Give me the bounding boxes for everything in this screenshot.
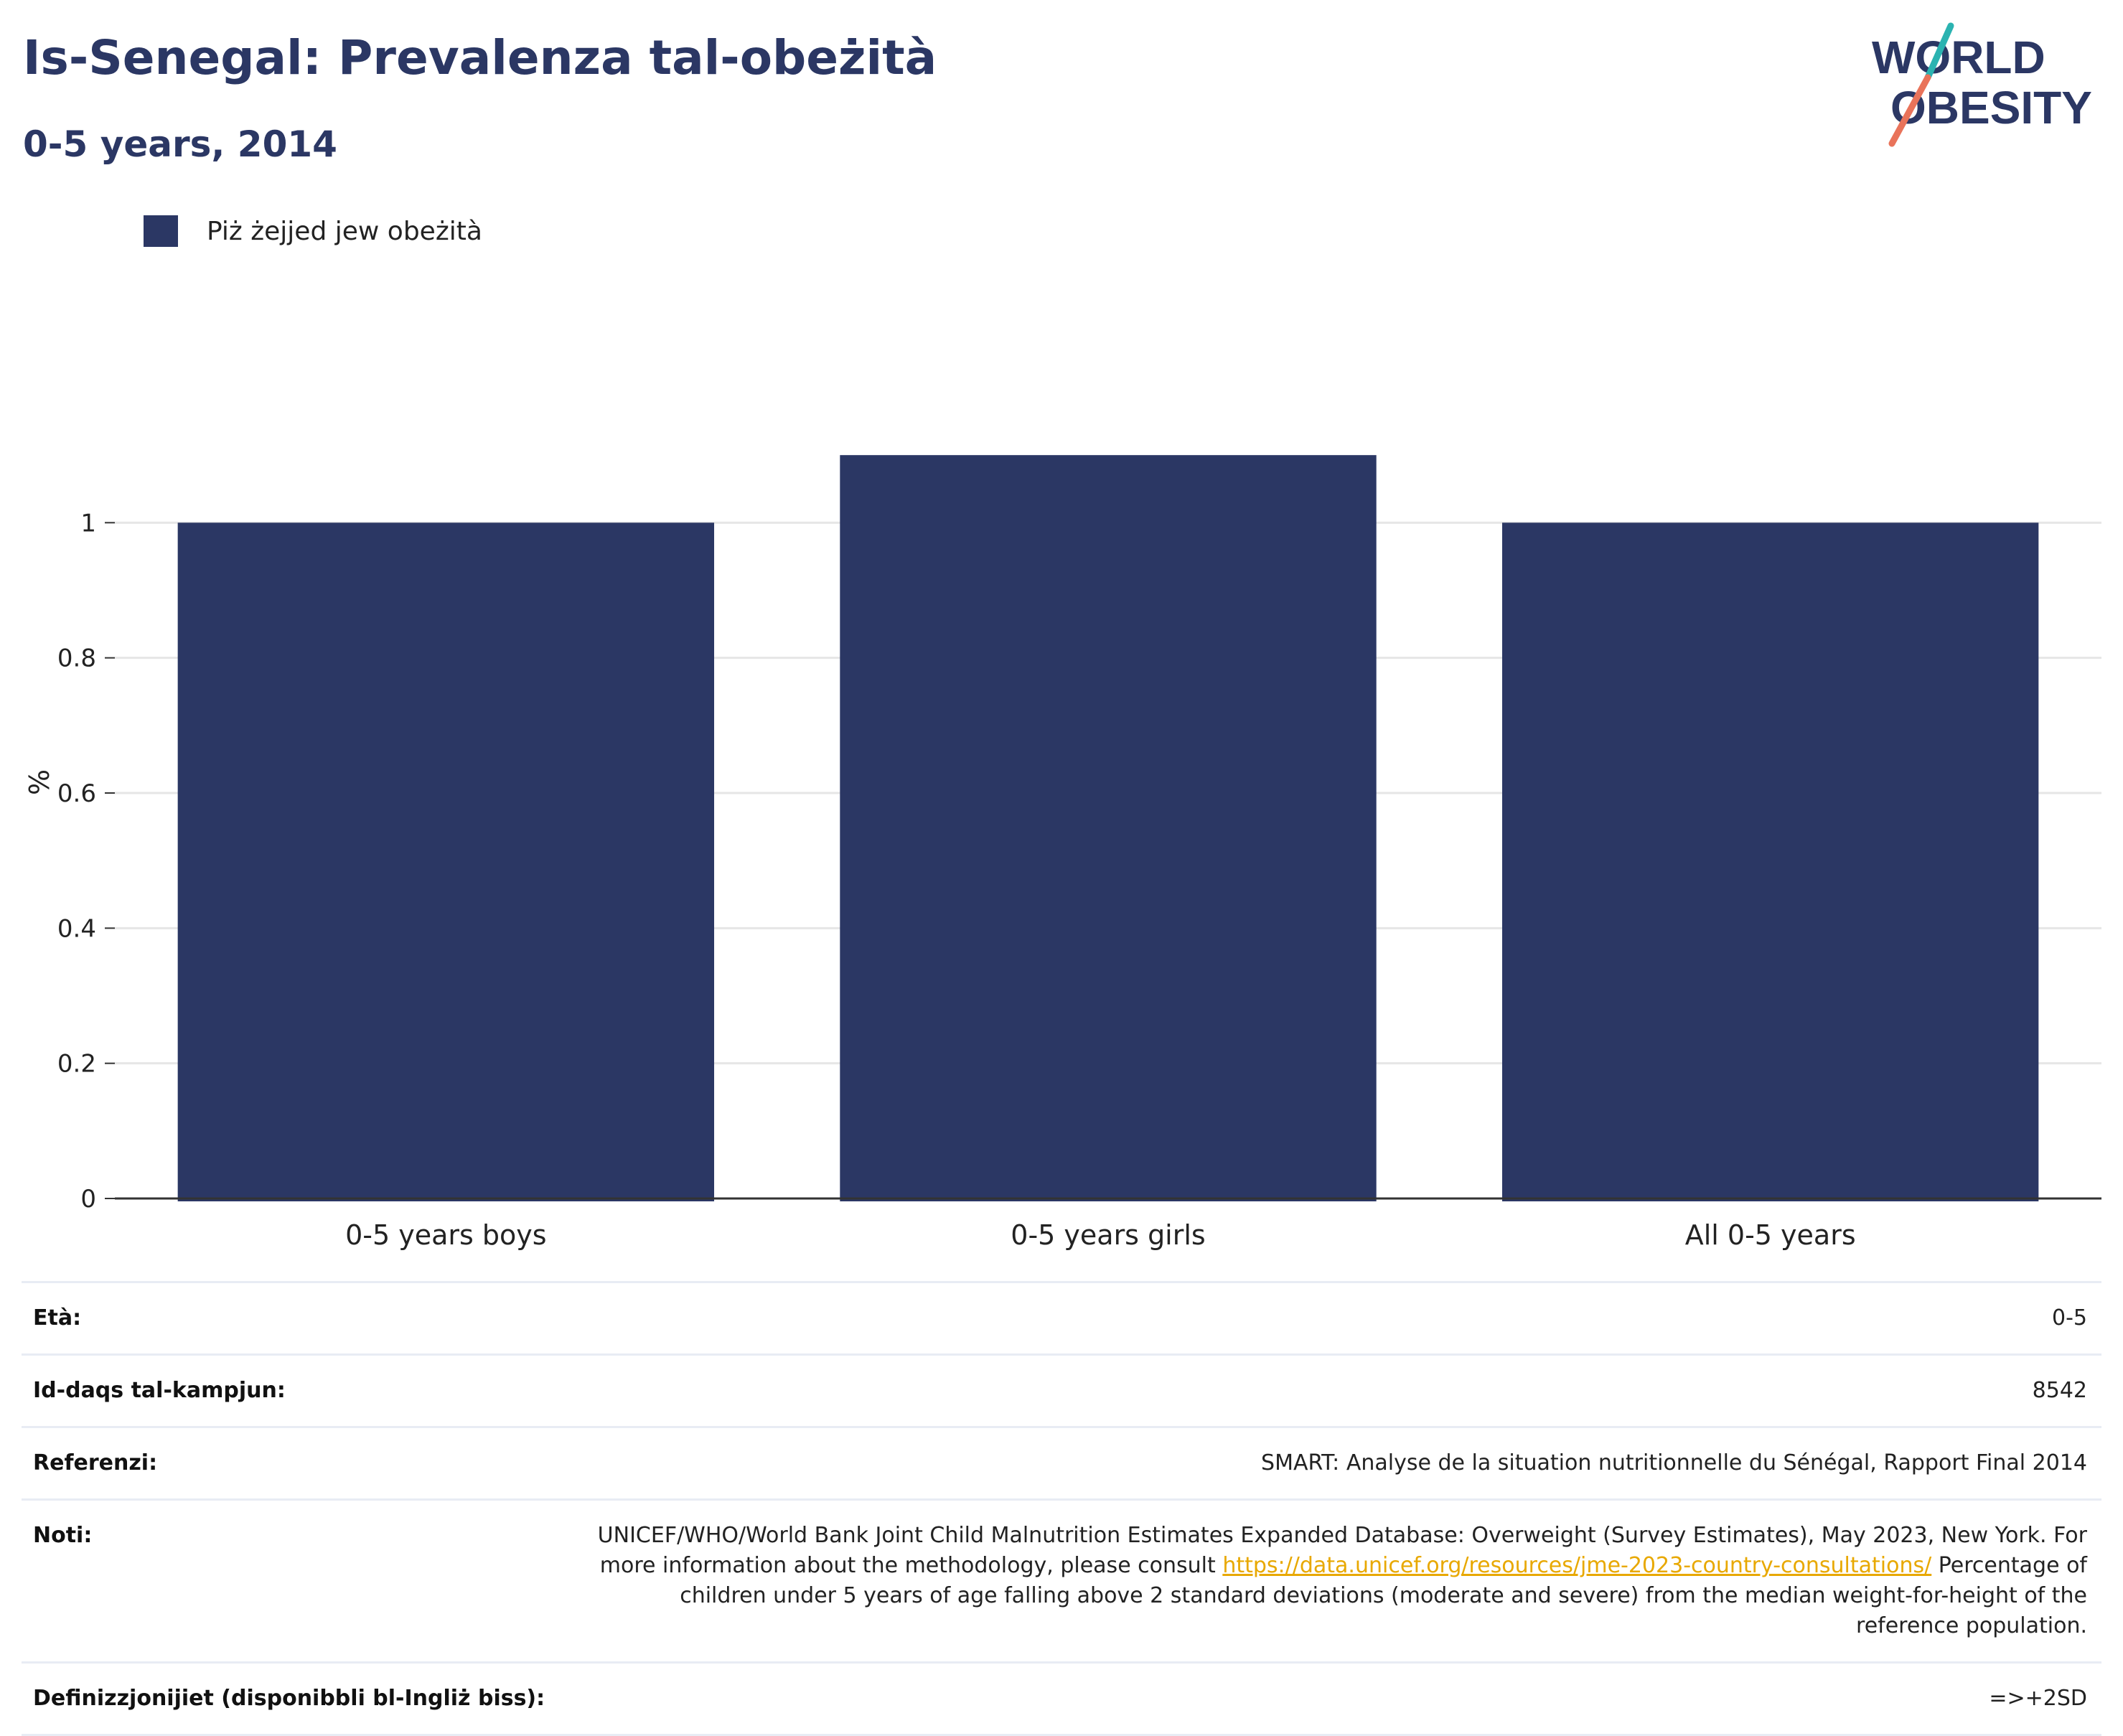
sample-size-value: 8542	[2032, 1378, 2087, 1403]
chart-subtitle: 0-5 years, 2014	[23, 123, 337, 165]
references-label: Referenzi:	[33, 1450, 158, 1475]
info-row-notes: Noti: UNICEF/WHO/World Bank Joint Child …	[22, 1498, 2101, 1661]
info-row-sample-size: Id-daqs tal-kampjun: 8542	[22, 1353, 2101, 1426]
x-axis-labels: 0-5 years boys 0-5 years girls All 0-5 yea…	[345, 1219, 1856, 1251]
bar-chart: 0 0.2 0.4 0.6 0.8 1 0-5 years boys 0-5 years g…	[24, 455, 2101, 1251]
sample-size-label: Id-daqs tal-kampjun:	[33, 1378, 286, 1403]
notes-text-after: Percentage of children under 5 years of …	[680, 1553, 2087, 1638]
legend-swatch	[144, 215, 178, 247]
y-tick-label: 0.6	[57, 779, 96, 808]
y-axis-title: %	[24, 769, 55, 795]
y-tick-label: 1	[80, 509, 96, 538]
age-value: 0-5	[2052, 1305, 2087, 1331]
logo-slash-coral	[1888, 74, 1931, 147]
definitions-label: Definizzjonijiet (disponibbli bl-Ingliż …	[33, 1686, 545, 1711]
x-category-label: All 0-5 years	[1685, 1219, 1856, 1251]
world-obesity-logo[interactable]: WORLD OBESITY	[1866, 22, 2103, 151]
info-row-definitions: Definizzjonijiet (disponibbli bl-Ingliż …	[22, 1661, 2101, 1736]
info-row-age: Età: 0-5	[22, 1281, 2101, 1353]
bar-0-5-years-girls[interactable]	[840, 455, 1377, 1201]
legend-label: Piż żejjed jew obeżità	[207, 216, 482, 246]
bars	[177, 455, 2039, 1201]
y-tick-label: 0.2	[57, 1050, 96, 1079]
info-table: Età: 0-5 Id-daqs tal-kampjun: 8542 Refer…	[22, 1281, 2101, 1736]
logo-slash-teal	[1924, 22, 1954, 81]
age-label: Età:	[33, 1305, 82, 1331]
bar-all-0-5-years[interactable]	[1501, 522, 2039, 1201]
references-value: SMART: Analyse de la situation nutrition…	[1261, 1450, 2087, 1475]
y-tick-label: 0.4	[57, 914, 96, 943]
info-row-references: Referenzi: SMART: Analyse de la situatio…	[22, 1426, 2101, 1498]
notes-value: UNICEF/WHO/World Bank Joint Child Malnut…	[594, 1521, 2087, 1641]
notes-text-before: UNICEF/WHO/World Bank Joint Child Malnut…	[597, 1523, 2087, 1578]
x-category-label: 0-5 years boys	[345, 1219, 546, 1251]
bar-0-5-years-boys[interactable]	[177, 522, 715, 1201]
notes-label: Noti:	[33, 1523, 93, 1548]
logo-line1: WORLD	[1872, 32, 2045, 83]
definitions-value: =>+2SD	[1989, 1686, 2087, 1711]
x-category-label: 0-5 years girls	[1011, 1219, 1205, 1251]
y-tick-label: 0.8	[57, 644, 96, 673]
legend[interactable]: Piż żejjed jew obeżità	[144, 215, 482, 247]
chart-title: Is-Senegal: Prevalenza tal-obeżità	[23, 30, 937, 85]
methodology-link[interactable]: https://data.unicef.org/resources/jme-20…	[1222, 1553, 1932, 1578]
y-axis-ticks: 0 0.2 0.4 0.6 0.8 1	[57, 509, 115, 1214]
y-tick-label: 0	[80, 1185, 96, 1214]
